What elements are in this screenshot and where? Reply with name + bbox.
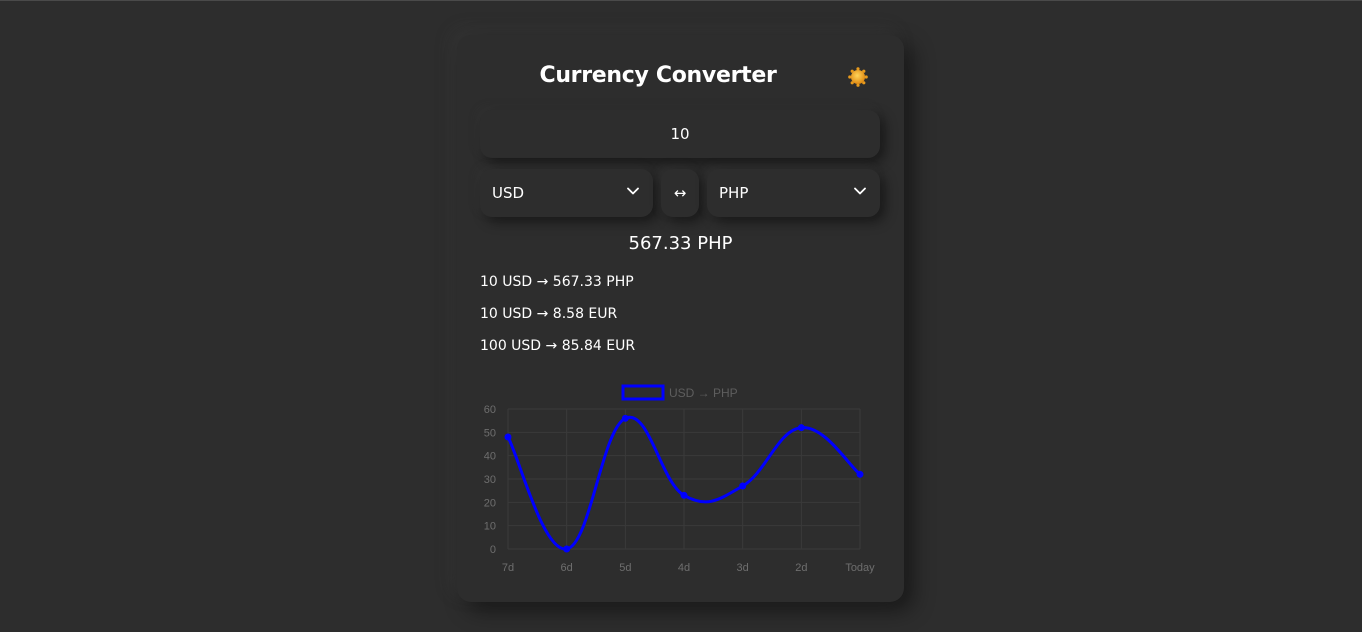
x-tick-label: 4d xyxy=(678,562,690,574)
amount-input[interactable] xyxy=(480,110,880,158)
data-point xyxy=(856,470,864,478)
data-point xyxy=(504,433,512,441)
rate-history-chart: 0 10 20 30 40 50 60 7d 6d 5d 4d 3d 2d Today USD → PHP xyxy=(484,384,875,574)
x-tick-label: 5d xyxy=(619,562,631,574)
x-tick-label: 7d xyxy=(502,562,514,574)
quick-conversion-item: 10 USD → 8.58 EUR xyxy=(480,306,618,322)
conversion-result: 567.33 PHP xyxy=(628,233,733,254)
page-title: Currency Converter xyxy=(539,63,777,88)
quick-conversion-item: 100 USD → 85.84 EUR xyxy=(480,338,636,354)
data-point xyxy=(680,491,688,499)
y-tick-label: 40 xyxy=(484,451,496,463)
y-tick-label: 30 xyxy=(484,474,496,486)
x-tick-label: 3d xyxy=(737,562,749,574)
y-tick-label: 20 xyxy=(484,497,496,509)
from-currency-value: USD xyxy=(492,184,525,202)
to-currency-select[interactable]: PHP xyxy=(707,169,880,217)
chevron-down-icon xyxy=(854,187,866,195)
y-tick-label: 0 xyxy=(490,544,496,556)
to-currency-value: PHP xyxy=(719,184,749,202)
converter-card: Currency Converter USD ↔ PHP xyxy=(457,35,904,602)
data-point xyxy=(621,414,629,422)
x-tick-label: Today xyxy=(845,562,875,574)
x-tick-label: 6d xyxy=(561,562,573,574)
from-currency-select[interactable]: USD xyxy=(480,169,653,217)
y-tick-label: 60 xyxy=(484,404,496,416)
data-point xyxy=(563,545,571,553)
x-tick-label: 2d xyxy=(795,562,807,574)
y-tick-label: 10 xyxy=(484,521,496,533)
sun-icon[interactable] xyxy=(848,67,868,87)
chevron-down-icon xyxy=(627,187,639,195)
data-point xyxy=(797,424,805,432)
legend-swatch xyxy=(621,384,665,401)
swap-button[interactable]: ↔ xyxy=(661,169,699,217)
y-tick-label: 50 xyxy=(484,427,496,439)
window-top-border xyxy=(0,0,1362,1)
data-point xyxy=(739,482,747,490)
legend-label: USD → PHP xyxy=(669,386,738,400)
quick-conversion-item: 10 USD → 567.33 PHP xyxy=(480,274,634,290)
